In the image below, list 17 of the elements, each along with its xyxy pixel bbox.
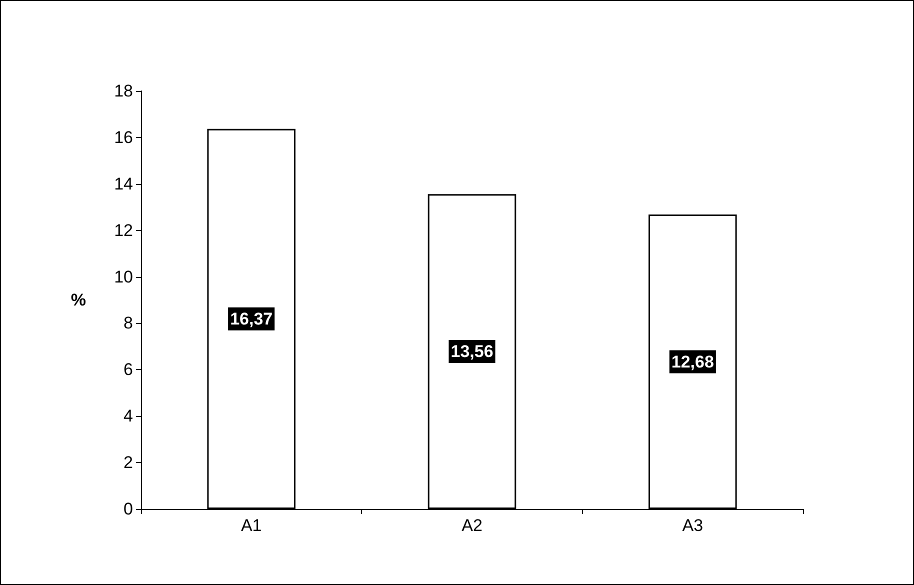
data-label: 12,68 xyxy=(671,352,714,372)
y-tick-label: 2 xyxy=(124,453,133,472)
y-axis-title: % xyxy=(70,290,86,310)
y-tick-label: 0 xyxy=(124,500,133,518)
data-label: 16,37 xyxy=(230,309,273,328)
y-tick-label: 10 xyxy=(114,267,133,286)
x-tick-label: A3 xyxy=(682,516,704,535)
x-tick-label: A2 xyxy=(462,516,482,535)
y-tick-label: 8 xyxy=(124,314,133,333)
y-tick-label: 4 xyxy=(124,406,133,426)
y-tick-label: 14 xyxy=(114,174,133,194)
y-tick-label: 6 xyxy=(124,360,133,380)
x-tick-label: A1 xyxy=(240,516,262,535)
y-tick-label: 12 xyxy=(114,220,133,240)
data-label: 13,56 xyxy=(450,342,494,362)
y-tick-label: 16 xyxy=(114,128,133,147)
y-tick-label: 18 xyxy=(114,82,133,100)
